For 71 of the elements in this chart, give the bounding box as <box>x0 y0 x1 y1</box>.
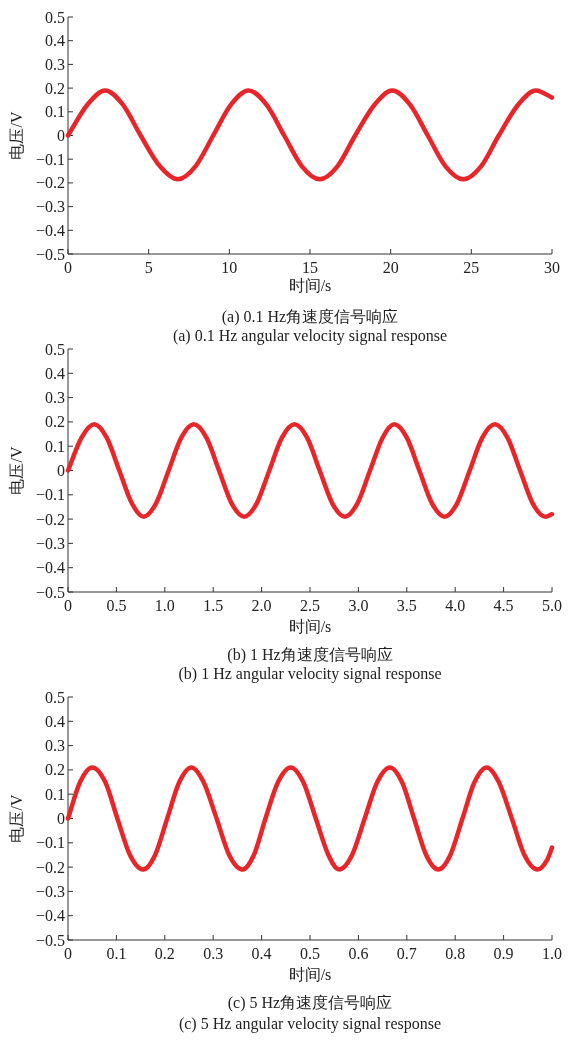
x-tick-label: 1.5 <box>203 597 224 614</box>
x-tick-label: 0.6 <box>348 945 369 962</box>
text: (c) 5 Hz角速度信号响应 <box>227 994 393 1012</box>
x-tick-label: 20 <box>382 259 399 276</box>
x-tick-label: 2.5 <box>300 597 320 614</box>
y-axis-title: 电压/V <box>8 446 25 495</box>
y-tick-label: −0.1 <box>35 150 65 168</box>
y-tick-label: 0.5 <box>45 340 65 358</box>
y-axis-title: 电压/V <box>8 111 25 160</box>
y-tick-label: 0.1 <box>45 785 65 803</box>
x-tick-label: 0.7 <box>396 945 417 962</box>
y-axis-title: 电压/V <box>8 794 25 843</box>
y-tick-label: −0.1 <box>35 486 65 504</box>
x-tick-label: 2.0 <box>251 597 272 614</box>
x-tick-label: 0.9 <box>493 945 514 962</box>
x-tick-label: 10 <box>221 259 238 276</box>
y-tick-label: 0.4 <box>45 32 65 50</box>
y-tick-label: −0.3 <box>35 198 65 216</box>
x-tick-label: 25 <box>463 259 480 276</box>
y-tick-label: −0.4 <box>35 221 65 239</box>
y-tick-label: −0.5 <box>35 583 65 601</box>
y-tick-label: −0.2 <box>35 174 65 192</box>
x-tick-label: 0.2 <box>154 945 175 962</box>
y-tick-label: 0.5 <box>45 8 65 26</box>
x-tick-label: 3.0 <box>348 597 369 614</box>
y-tick-label: −0.2 <box>35 510 65 528</box>
y-tick-label: 0.2 <box>45 413 65 431</box>
x-tick-label: 5 <box>144 259 153 276</box>
y-tick-label: 0.1 <box>45 103 65 121</box>
y-tick-label: −0.3 <box>35 882 65 900</box>
x-axis-title: 时间/s <box>288 618 332 635</box>
x-tick-label: 5.0 <box>542 597 562 614</box>
x-tick-label: 15 <box>302 259 318 276</box>
y-tick-label: 0.2 <box>45 79 65 97</box>
y-tick-label: 0.3 <box>45 737 65 755</box>
x-tick-label: 3.5 <box>396 597 417 614</box>
y-tick-label: 0.1 <box>45 437 65 455</box>
y-tick-label: −0.1 <box>35 834 65 852</box>
x-tick-label: 0.5 <box>300 945 320 962</box>
y-tick-label: 0.4 <box>45 712 65 730</box>
y-tick-label: 0 <box>57 810 65 827</box>
x-tick-label: 0.3 <box>203 945 224 962</box>
y-tick-label: 0.3 <box>45 389 65 407</box>
x-tick-label: 1.0 <box>154 597 175 614</box>
y-tick-label: 0 <box>57 127 65 144</box>
y-tick-label: −0.3 <box>35 534 65 552</box>
y-tick-label: −0.4 <box>35 907 65 925</box>
text: (b) 1 Hz angular velocity signal response <box>178 665 442 683</box>
x-tick-label: 0.5 <box>106 597 127 614</box>
y-tick-label: 0.4 <box>45 364 65 382</box>
text: (c) 5 Hz angular velocity signal response <box>178 1015 442 1033</box>
x-tick-label: 30 <box>544 259 560 276</box>
x-axis-title: 时间/s <box>288 277 332 294</box>
y-tick-label: −0.5 <box>35 245 65 263</box>
x-tick-label: 0.8 <box>445 945 466 962</box>
y-tick-label: −0.2 <box>35 858 65 876</box>
y-tick-label: 0.3 <box>45 55 65 73</box>
x-tick-label: 4.0 <box>445 597 466 614</box>
x-tick-label: 0.4 <box>251 945 272 962</box>
y-tick-label: 0.2 <box>45 761 65 779</box>
text: (a) 0.1 Hz angular velocity signal response <box>172 327 448 345</box>
x-tick-label: 1.0 <box>542 945 562 962</box>
y-tick-label: 0 <box>57 462 65 479</box>
text: (b) 1 Hz角速度信号响应 <box>227 646 393 664</box>
y-tick-label: −0.4 <box>35 559 65 577</box>
y-tick-label: −0.5 <box>35 931 65 949</box>
x-axis-title: 时间/s <box>288 966 332 983</box>
text: (a) 0.1 Hz角速度信号响应 <box>221 308 399 326</box>
x-tick-label: 0.1 <box>106 945 127 962</box>
x-tick-label: 4.5 <box>493 597 514 614</box>
y-tick-label: 0.5 <box>45 688 65 706</box>
